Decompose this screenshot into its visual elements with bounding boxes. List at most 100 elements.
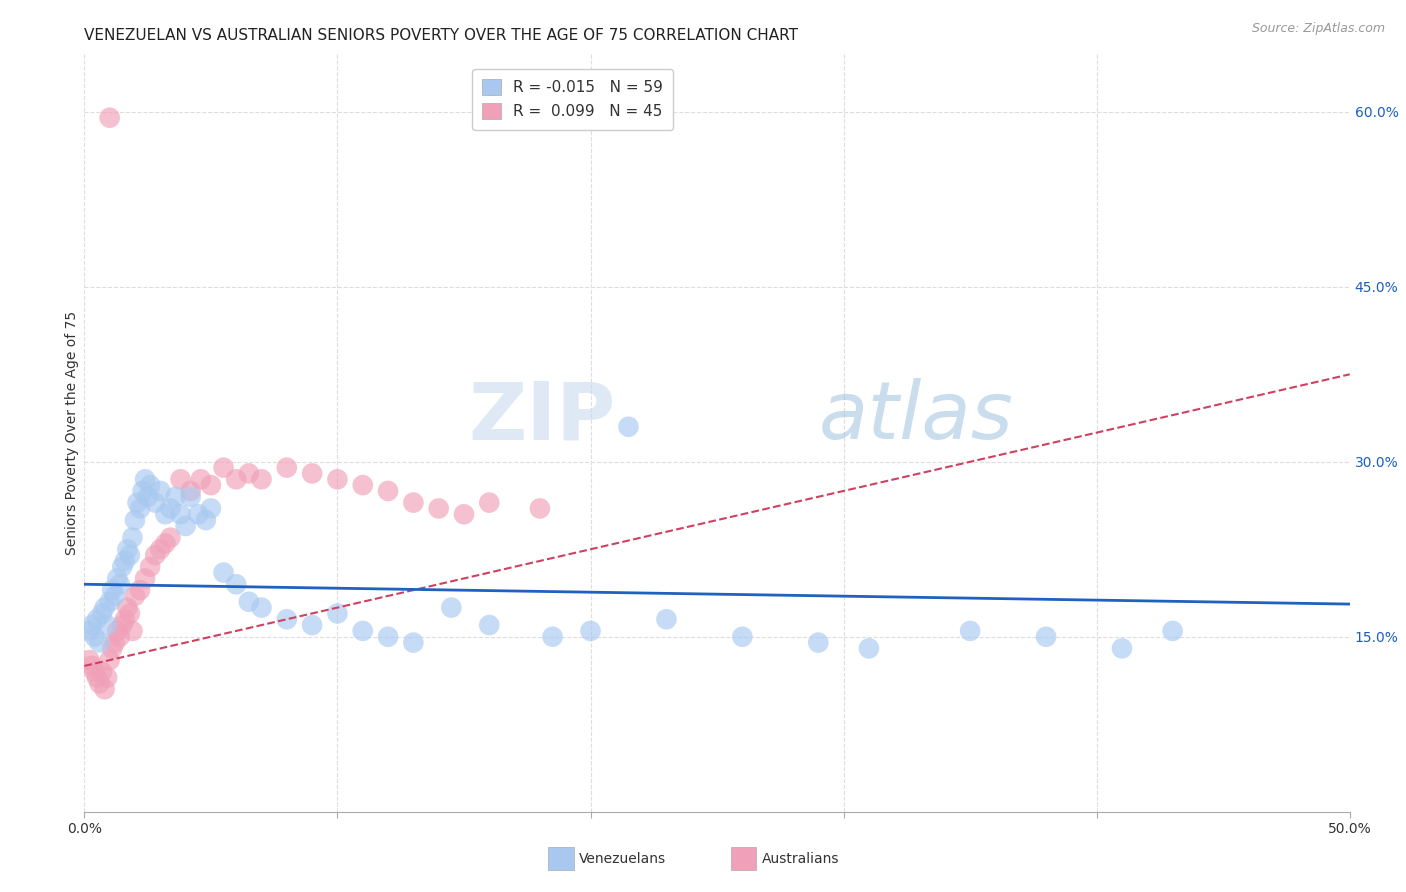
- Point: [98, 653, 121, 667]
- Point: [114, 612, 136, 626]
- Point: [180, 483, 202, 498]
- Point: [276, 612, 298, 626]
- Point: [402, 635, 425, 649]
- Point: [155, 536, 177, 550]
- Point: [96, 671, 118, 685]
- Point: [86, 612, 108, 626]
- Point: [111, 618, 134, 632]
- Point: [541, 630, 564, 644]
- Point: [124, 589, 146, 603]
- Point: [187, 508, 209, 522]
- Point: [225, 472, 247, 486]
- Point: [134, 472, 156, 486]
- Point: [238, 467, 260, 481]
- Legend: R = -0.015   N = 59, R =  0.099   N = 45: R = -0.015 N = 59, R = 0.099 N = 45: [471, 69, 673, 129]
- Point: [529, 501, 551, 516]
- Point: [98, 595, 121, 609]
- Point: [83, 630, 105, 644]
- Point: [1035, 630, 1057, 644]
- Point: [212, 460, 235, 475]
- Y-axis label: Seniors Poverty Over the Age of 75: Seniors Poverty Over the Age of 75: [65, 310, 79, 555]
- Text: atlas: atlas: [818, 378, 1014, 457]
- Point: [136, 490, 159, 504]
- Point: [238, 595, 260, 609]
- Point: [858, 641, 880, 656]
- Point: [91, 665, 114, 679]
- Point: [93, 682, 115, 697]
- Point: [579, 624, 602, 638]
- Point: [169, 508, 191, 522]
- Point: [118, 548, 141, 562]
- Point: [129, 501, 152, 516]
- Point: [155, 508, 177, 522]
- Point: [1111, 641, 1133, 656]
- Point: [131, 483, 153, 498]
- Point: [83, 665, 105, 679]
- Point: [807, 635, 830, 649]
- Point: [139, 559, 162, 574]
- Point: [149, 483, 172, 498]
- Point: [79, 653, 101, 667]
- Text: ZIP: ZIP: [468, 378, 616, 457]
- Point: [111, 559, 134, 574]
- Point: [427, 501, 450, 516]
- Point: [731, 630, 754, 644]
- Point: [98, 111, 121, 125]
- Point: [105, 571, 128, 585]
- Point: [104, 589, 127, 603]
- Point: [301, 467, 323, 481]
- Point: [129, 583, 152, 598]
- Point: [143, 495, 166, 509]
- Point: [352, 624, 374, 638]
- Point: [174, 519, 197, 533]
- Point: [453, 508, 475, 522]
- Point: [655, 612, 678, 626]
- Point: [326, 607, 349, 621]
- Point: [276, 460, 298, 475]
- Point: [169, 472, 191, 486]
- Point: [326, 472, 349, 486]
- Point: [79, 624, 101, 638]
- Point: [91, 607, 114, 621]
- Point: [200, 478, 222, 492]
- Point: [190, 472, 212, 486]
- Point: [440, 600, 463, 615]
- Point: [86, 671, 108, 685]
- Point: [101, 641, 124, 656]
- Point: [212, 566, 235, 580]
- Point: [377, 630, 399, 644]
- Point: [402, 495, 425, 509]
- Text: VENEZUELAN VS AUSTRALIAN SENIORS POVERTY OVER THE AGE OF 75 CORRELATION CHART: VENEZUELAN VS AUSTRALIAN SENIORS POVERTY…: [84, 28, 799, 43]
- Point: [159, 531, 181, 545]
- Point: [180, 490, 202, 504]
- Point: [139, 478, 162, 492]
- Point: [108, 577, 131, 591]
- Point: [250, 472, 273, 486]
- Point: [124, 513, 146, 527]
- Point: [250, 600, 273, 615]
- Point: [101, 583, 124, 598]
- Point: [108, 630, 131, 644]
- Point: [225, 577, 247, 591]
- Point: [159, 501, 181, 516]
- Point: [200, 501, 222, 516]
- Point: [121, 624, 143, 638]
- Point: [478, 495, 501, 509]
- Point: [352, 478, 374, 492]
- Point: [114, 554, 136, 568]
- Point: [127, 495, 149, 509]
- Point: [105, 624, 128, 638]
- Point: [80, 618, 103, 632]
- Point: [80, 659, 103, 673]
- Point: [96, 618, 118, 632]
- Point: [118, 607, 141, 621]
- Point: [117, 542, 139, 557]
- Point: [617, 419, 640, 434]
- Point: [377, 483, 399, 498]
- Text: Source: ZipAtlas.com: Source: ZipAtlas.com: [1251, 22, 1385, 36]
- Text: Australians: Australians: [762, 852, 839, 866]
- Point: [89, 676, 111, 690]
- Point: [117, 600, 139, 615]
- Point: [104, 635, 127, 649]
- Point: [165, 490, 187, 504]
